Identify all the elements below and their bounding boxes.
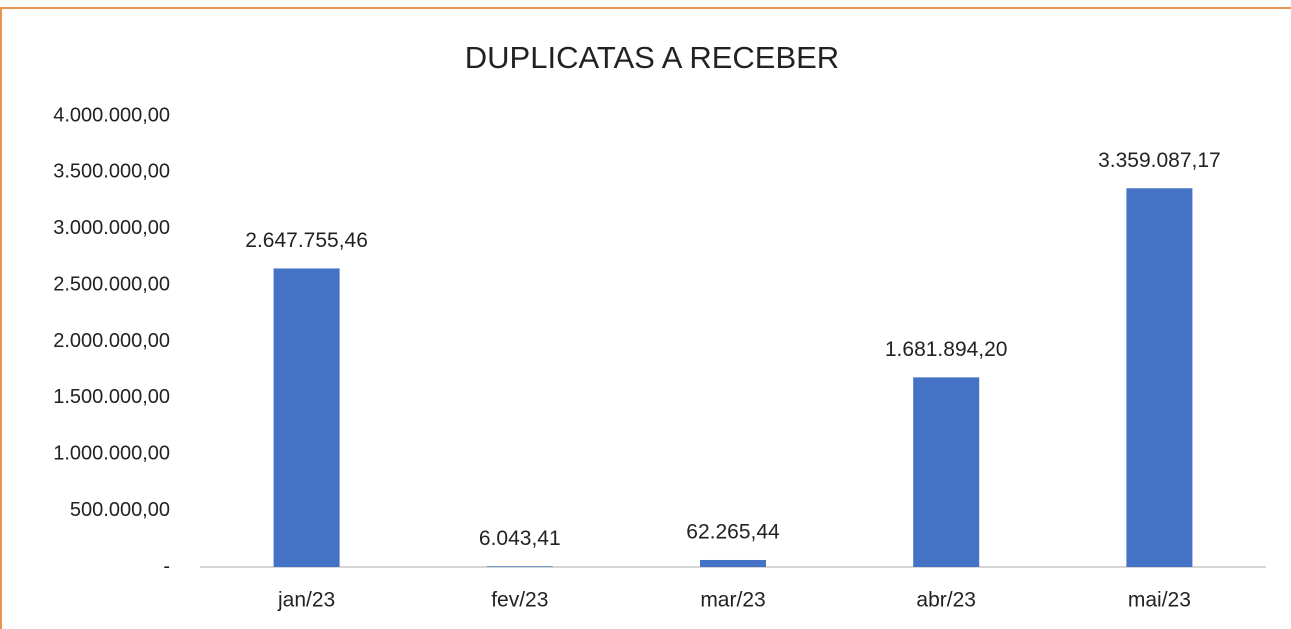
x-tick-label: mai/23 <box>1128 589 1191 612</box>
data-label: 62.265,44 <box>686 521 780 544</box>
data-label: 3.359.087,17 <box>1098 149 1221 172</box>
data-label: 6.043,41 <box>479 527 561 550</box>
y-tick-label: - <box>163 555 170 577</box>
data-label: 2.647.755,46 <box>245 229 368 252</box>
chart-title: DUPLICATAS A RECEBER <box>465 40 839 75</box>
bar <box>1126 188 1193 567</box>
chart-border <box>0 7 1291 629</box>
bar <box>913 377 980 567</box>
bar <box>700 559 766 567</box>
y-tick-label: 2.500.000,00 <box>53 273 170 295</box>
x-tick-label: mar/23 <box>700 589 765 612</box>
y-tick-label: 1.000.000,00 <box>53 443 170 465</box>
x-tick-label: fev/23 <box>491 589 548 612</box>
x-tick-label: jan/23 <box>277 589 335 612</box>
y-tick-label: 4.000.000,00 <box>53 104 170 126</box>
y-tick-label: 3.000.000,00 <box>53 217 170 239</box>
y-tick-label: 2.000.000,00 <box>53 330 170 352</box>
x-tick-label: abr/23 <box>916 589 976 612</box>
bar <box>273 268 340 567</box>
y-tick-label: 500.000,00 <box>70 499 170 521</box>
data-label: 1.681.894,20 <box>885 338 1008 361</box>
y-tick-label: 3.500.000,00 <box>53 161 170 183</box>
bar <box>486 566 553 567</box>
y-tick-label: 1.500.000,00 <box>53 386 170 408</box>
